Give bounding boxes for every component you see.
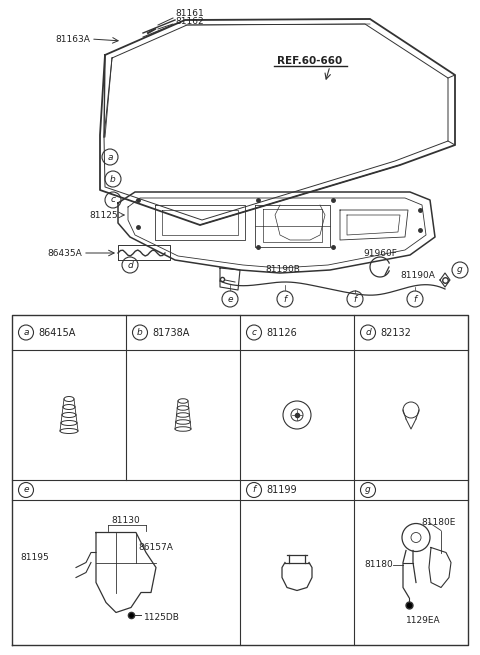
Text: d: d xyxy=(365,328,371,337)
Text: 81130: 81130 xyxy=(111,516,140,525)
Text: 82132: 82132 xyxy=(380,328,411,337)
Text: 86415A: 86415A xyxy=(38,328,75,337)
Text: 86435A: 86435A xyxy=(47,248,82,257)
Text: 81180E: 81180E xyxy=(421,518,456,527)
Text: b: b xyxy=(137,328,143,337)
Text: 91960F: 91960F xyxy=(363,248,397,257)
Text: REF.60-660: REF.60-660 xyxy=(277,56,343,66)
Text: b: b xyxy=(110,174,116,183)
Text: 81195: 81195 xyxy=(20,553,49,562)
Text: g: g xyxy=(365,485,371,495)
Text: e: e xyxy=(23,485,29,495)
Text: a: a xyxy=(23,328,29,337)
Text: d: d xyxy=(127,261,133,269)
Text: c: c xyxy=(252,328,256,337)
Text: 81738A: 81738A xyxy=(152,328,190,337)
Text: 1129EA: 1129EA xyxy=(406,616,441,625)
Text: f: f xyxy=(413,295,417,303)
Text: 81199: 81199 xyxy=(266,485,297,495)
Text: e: e xyxy=(227,295,233,303)
Text: 81163A: 81163A xyxy=(55,35,90,43)
Text: g: g xyxy=(457,265,463,274)
Text: 81161: 81161 xyxy=(175,10,204,18)
Text: 81190A: 81190A xyxy=(400,271,435,280)
Text: 81125: 81125 xyxy=(89,210,118,219)
Text: 86157A: 86157A xyxy=(138,543,173,552)
Text: f: f xyxy=(252,485,255,495)
Text: 81162: 81162 xyxy=(175,18,204,26)
Text: 81190B: 81190B xyxy=(265,265,300,274)
Text: 81180: 81180 xyxy=(364,560,393,569)
Text: 1125DB: 1125DB xyxy=(144,613,180,622)
Text: a: a xyxy=(107,153,113,162)
Text: f: f xyxy=(353,295,357,303)
Text: f: f xyxy=(283,295,287,303)
Text: 81126: 81126 xyxy=(266,328,297,337)
Text: c: c xyxy=(110,195,116,204)
